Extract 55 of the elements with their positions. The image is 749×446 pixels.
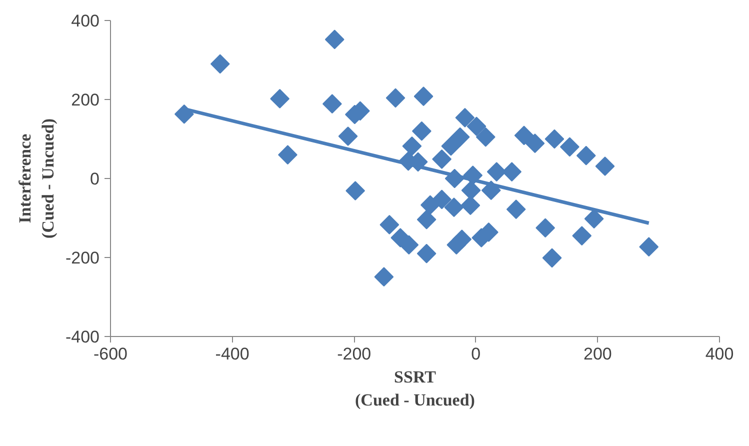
x-tick-label: -400 bbox=[215, 344, 250, 364]
point bbox=[514, 126, 534, 146]
point bbox=[441, 136, 461, 156]
x-axis-title: SSRT (Cued - Uncued) bbox=[355, 368, 475, 410]
point bbox=[416, 244, 436, 264]
point bbox=[639, 237, 659, 257]
point bbox=[210, 54, 230, 74]
point bbox=[416, 210, 436, 230]
point bbox=[452, 230, 472, 250]
point bbox=[544, 129, 564, 149]
point bbox=[374, 267, 394, 287]
point bbox=[444, 198, 464, 218]
point bbox=[525, 134, 545, 154]
y-tick-label: -200 bbox=[65, 248, 100, 268]
point bbox=[460, 196, 480, 216]
point bbox=[595, 156, 615, 176]
point bbox=[380, 215, 400, 234]
y-axis-title: Interference (Cued - Uncued) bbox=[16, 118, 58, 238]
point bbox=[399, 235, 419, 255]
point bbox=[322, 94, 342, 114]
point bbox=[386, 88, 406, 108]
y-tick-label: 200 bbox=[71, 90, 100, 110]
point bbox=[572, 226, 592, 246]
point bbox=[466, 116, 486, 136]
point bbox=[502, 162, 522, 182]
point bbox=[461, 180, 481, 200]
point bbox=[506, 200, 526, 219]
point bbox=[346, 181, 366, 200]
point bbox=[476, 127, 496, 147]
point bbox=[536, 218, 556, 238]
point bbox=[278, 145, 298, 164]
point bbox=[412, 121, 432, 141]
y-tick-label: 400 bbox=[71, 12, 100, 30]
point bbox=[450, 127, 470, 147]
point bbox=[576, 146, 596, 166]
y-tick-label: 0 bbox=[90, 170, 100, 188]
x-tick-label: 400 bbox=[705, 344, 734, 364]
point bbox=[324, 30, 344, 50]
point bbox=[432, 190, 452, 210]
point bbox=[270, 89, 290, 108]
y-tick-label: -400 bbox=[65, 328, 100, 346]
point bbox=[486, 162, 506, 182]
x-tick-label: -600 bbox=[93, 344, 128, 364]
point bbox=[542, 248, 562, 268]
point bbox=[584, 209, 604, 228]
point bbox=[402, 136, 422, 156]
point bbox=[560, 137, 580, 157]
x-tick-label: 200 bbox=[584, 344, 612, 364]
x-tick-label: 0 bbox=[471, 344, 481, 364]
point bbox=[414, 86, 434, 106]
point bbox=[338, 126, 358, 146]
point bbox=[455, 108, 475, 128]
point bbox=[420, 195, 440, 215]
point bbox=[432, 149, 452, 169]
x-tick-label: -200 bbox=[337, 344, 372, 364]
